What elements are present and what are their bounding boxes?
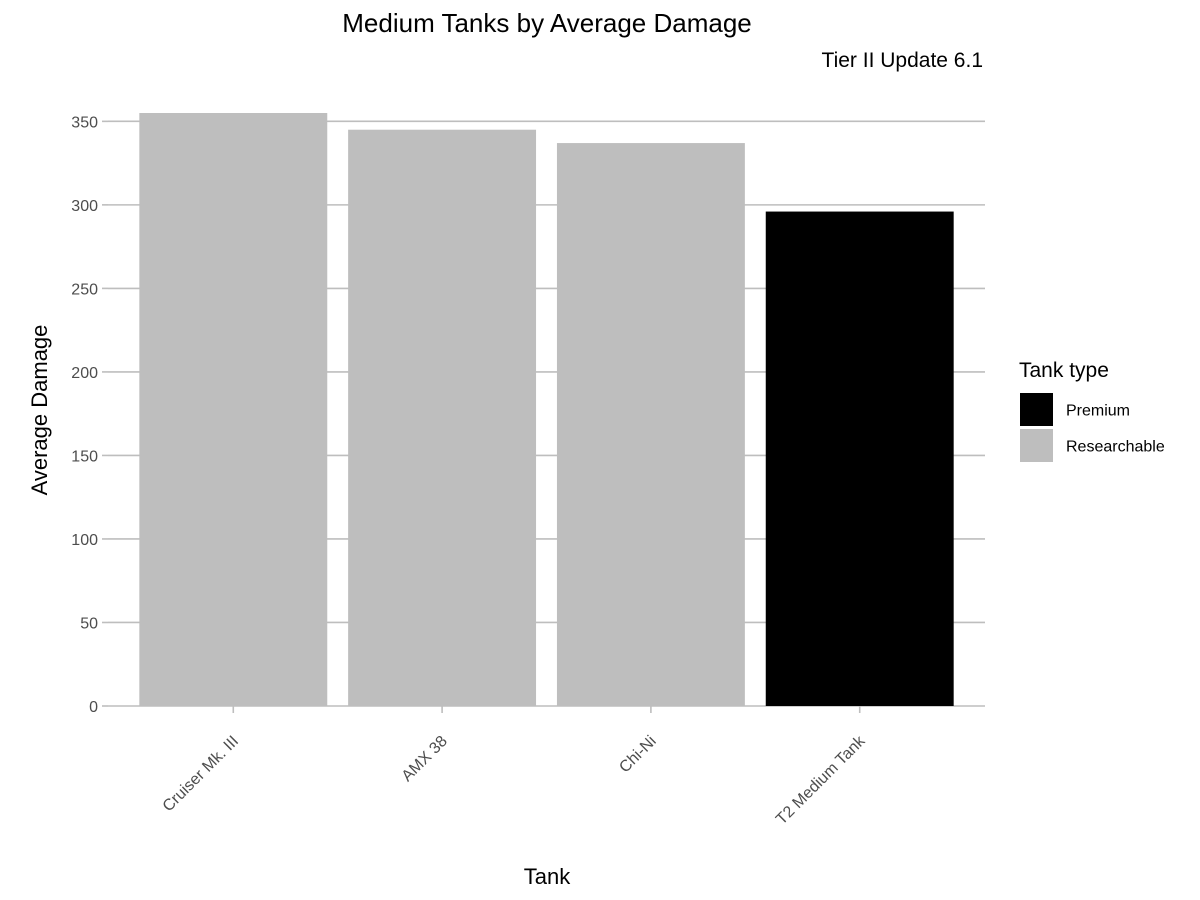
- y-tick-label: 150: [71, 448, 98, 465]
- y-tick-label: 200: [71, 365, 98, 382]
- legend-key: [1020, 393, 1053, 426]
- bar: [765, 211, 954, 706]
- bars: [139, 113, 954, 706]
- legend-label: Researchable: [1066, 439, 1165, 456]
- chart-subtitle: Tier II Update 6.1: [822, 49, 983, 72]
- x-tick-label: Chi-Ni: [616, 733, 659, 776]
- legend-items: Premium Researchable: [1020, 393, 1165, 462]
- y-axis: 0 50 100 150 200 250 300 350: [71, 114, 108, 716]
- x-tick-label: AMX 38: [399, 733, 451, 785]
- y-axis-title: Average Damage: [27, 325, 52, 496]
- y-tick-label: 0: [89, 699, 98, 716]
- legend-key: [1020, 429, 1053, 462]
- y-tick-label: 100: [71, 532, 98, 549]
- y-tick-label: 300: [71, 198, 98, 215]
- x-axis-title: Tank: [524, 864, 571, 889]
- x-axis: Cruiser Mk. III AMX 38 Chi-Ni T2 Medium Tan…: [160, 706, 869, 828]
- legend-title: Tank type: [1019, 359, 1109, 382]
- x-tick-label: Cruiser Mk. III: [160, 733, 242, 815]
- y-tick-label: 350: [71, 114, 98, 131]
- bar: [348, 129, 537, 706]
- legend: Tank type Premium Researchable: [1019, 359, 1165, 462]
- bar: [556, 143, 745, 706]
- chart-title: Medium Tanks by Average Damage: [342, 8, 752, 38]
- x-tick-label: T2 Medium Tank: [773, 732, 869, 828]
- legend-label: Premium: [1066, 403, 1130, 420]
- bar: [139, 113, 328, 706]
- y-tick-label: 250: [71, 281, 98, 298]
- y-tick-label: 50: [80, 615, 98, 632]
